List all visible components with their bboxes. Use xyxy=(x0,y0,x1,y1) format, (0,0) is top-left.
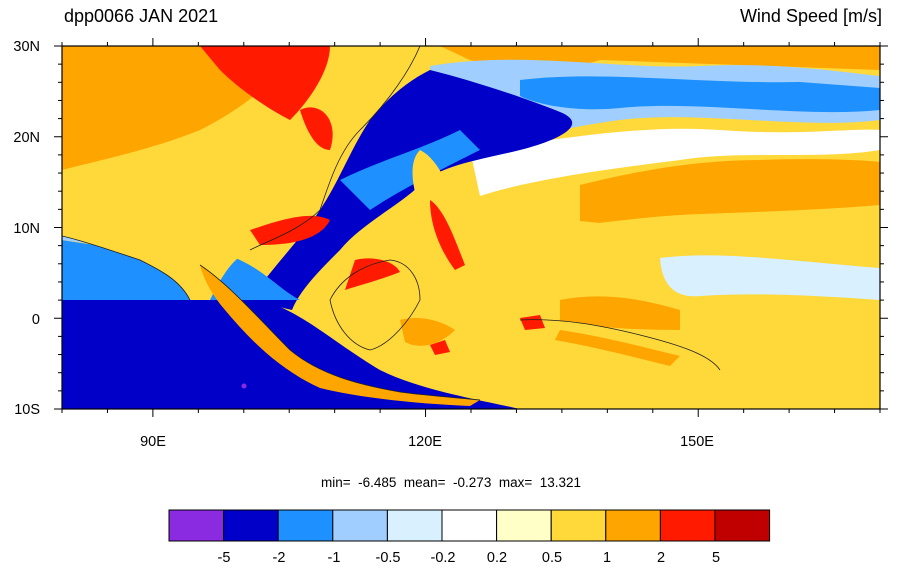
colorbar-box xyxy=(277,509,334,542)
lat-label-20n: 20N xyxy=(13,130,40,146)
lon-label-90e: 90E xyxy=(140,434,166,450)
colorbar-box xyxy=(332,509,388,542)
colorbar-label: -0.5 xyxy=(376,550,401,566)
colorbar-label: -0.2 xyxy=(431,550,456,566)
colorbar-box xyxy=(441,509,498,542)
colorbar-box xyxy=(223,509,279,542)
colorbar-label: -5 xyxy=(218,550,231,566)
lat-label-10s: 10S xyxy=(14,402,40,418)
lat-label-10n: 10N xyxy=(13,221,40,237)
colorbar-labels: -5 -2 -1 -0.5 -0.2 0.2 0.5 1 2 5 xyxy=(218,550,720,566)
colorbar-box xyxy=(550,509,607,542)
lon-label-150e: 150E xyxy=(680,434,714,450)
plot-title: dpp0066 JAN 2021 xyxy=(64,6,219,26)
colorbar-box xyxy=(386,509,443,542)
colorbar-label: 0.2 xyxy=(487,550,507,566)
wind-speed-field xyxy=(62,46,880,409)
colorbar-label: 1 xyxy=(603,550,611,566)
colorbar-label: -2 xyxy=(273,550,286,566)
lon-label-120e: 120E xyxy=(408,434,442,450)
field-statistics: min= -6.485 mean= -0.273 max= 13.321 xyxy=(320,475,582,490)
colorbar-box xyxy=(659,509,716,542)
colorbar-label: 5 xyxy=(712,550,720,566)
colorbar-label: 0.5 xyxy=(542,550,562,566)
lat-label-30n: 30N xyxy=(13,39,40,55)
colorbar xyxy=(168,509,771,542)
lat-label-0: 0 xyxy=(32,312,40,328)
colorbar-box xyxy=(605,509,661,542)
colorbar-label: -1 xyxy=(328,550,341,566)
colorbar-box xyxy=(168,509,225,542)
variable-title: Wind Speed [m/s] xyxy=(739,6,882,26)
colorbar-label: 2 xyxy=(657,550,665,566)
colorbar-box xyxy=(496,509,552,542)
colorbar-box xyxy=(714,509,771,542)
